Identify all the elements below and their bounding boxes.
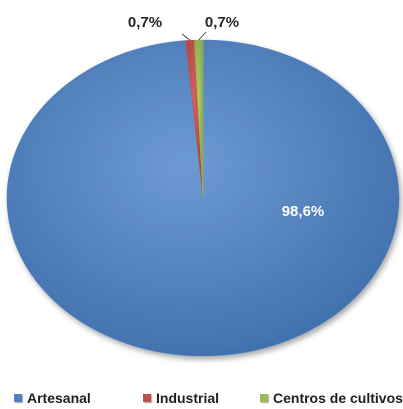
- legend: Artesanal Industrial Centros de cultivos: [0, 390, 403, 409]
- pie-chart-svg: 98,6% 0,7% 0,7%: [6, 14, 400, 357]
- legend-item-industrial: Industrial: [143, 390, 219, 406]
- legend-label-artesanal: Artesanal: [27, 390, 91, 406]
- pie-slices: [6, 39, 400, 357]
- data-labels: 98,6% 0,7% 0,7%: [128, 14, 324, 220]
- legend-item-artesanal: Artesanal: [14, 390, 91, 406]
- legend-label-industrial: Industrial: [156, 390, 220, 406]
- legend-swatch-artesanal: [14, 394, 22, 402]
- legend-swatch-industrial: [143, 394, 151, 402]
- leader-line-industrial: [181, 33, 191, 41]
- data-label-centros-de-cultivos: 0,7%: [205, 14, 239, 31]
- pie-slice-centros-de-cultivos: [194, 39, 204, 199]
- leader-line-centros-de-cultivos: [198, 31, 207, 41]
- legend-swatch-centros-de-cultivos: [260, 394, 268, 402]
- data-label-artesanal: 98,6%: [282, 203, 325, 220]
- legend-item-centros-de-cultivos: Centros de cultivos: [260, 390, 403, 406]
- legend-label-centros-de-cultivos: Centros de cultivos: [273, 390, 403, 406]
- leader-lines: [181, 31, 207, 41]
- data-label-industrial: 0,7%: [128, 14, 162, 31]
